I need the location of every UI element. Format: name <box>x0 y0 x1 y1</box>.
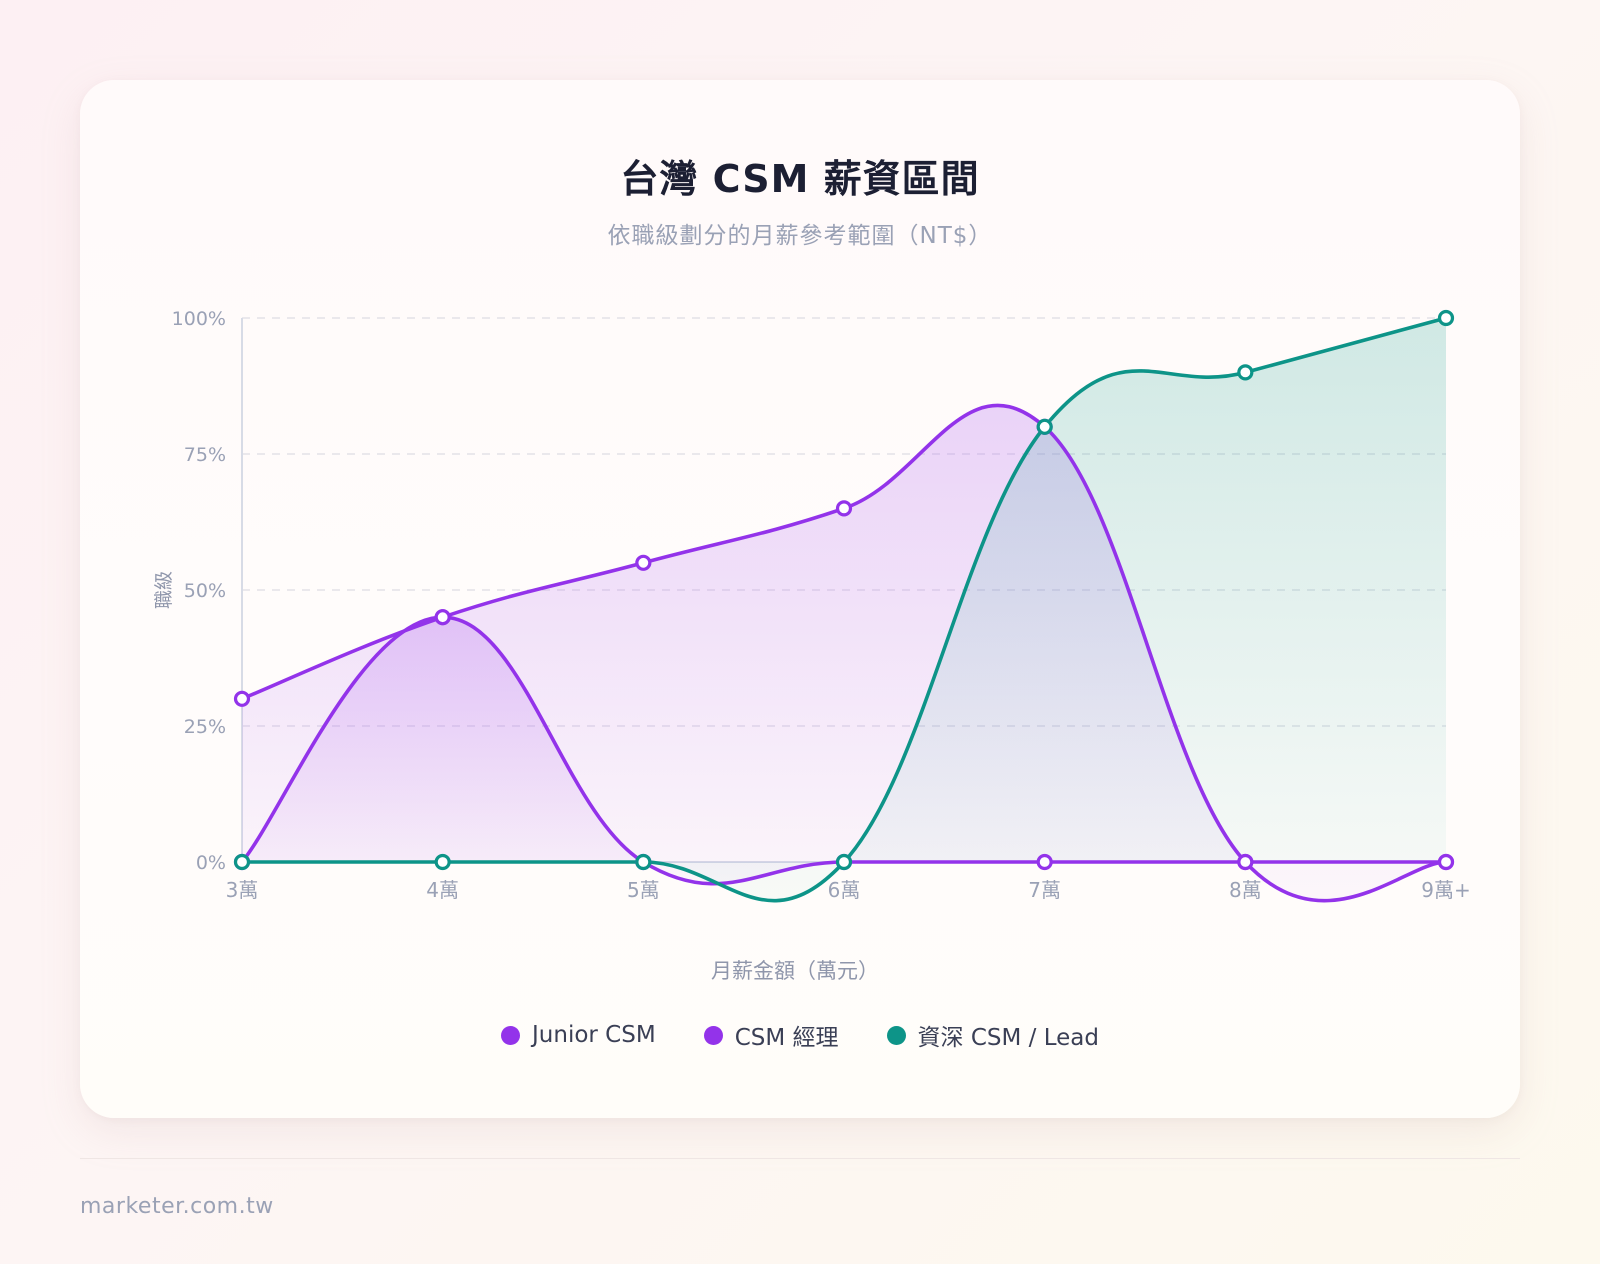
legend-label-manager: CSM 經理 <box>734 1025 839 1051</box>
series-area-2 <box>242 318 1446 901</box>
legend-dot-senior <box>886 1025 906 1045</box>
y-tick-label: 100% <box>172 308 226 330</box>
data-point-2-3[interactable] <box>835 853 853 871</box>
x-tick-label: 4萬 <box>426 878 459 902</box>
series-areas <box>242 318 1446 901</box>
legend-item-senior[interactable]: 資深 CSM / Lead <box>886 1018 1099 1052</box>
series-points <box>233 309 1455 871</box>
chart-subtitle: 依職級劃分的月薪參考範圍（NT$） <box>607 223 993 249</box>
data-point-2-1[interactable] <box>434 853 451 871</box>
data-point-2-2[interactable] <box>635 853 652 871</box>
data-point-2-4[interactable] <box>1036 418 1053 435</box>
legend-dot-junior <box>501 1025 521 1045</box>
x-tick-label: 8萬 <box>1229 878 1262 902</box>
legend: Junior CSM CSM 經理 資深 CSM / Lead <box>0 1018 1600 1052</box>
data-point-0-4[interactable] <box>1036 853 1053 871</box>
y-tick-label: 25% <box>184 716 226 738</box>
series-line-2 <box>240 316 1448 903</box>
series-line-0 <box>240 615 1448 886</box>
data-point-0-6[interactable] <box>1437 853 1455 871</box>
y-tick-label: 75% <box>184 444 226 466</box>
data-point-1-3[interactable] <box>835 500 853 517</box>
chart-title: 台灣 CSM 薪資區間 <box>620 157 980 201</box>
legend-item-junior[interactable]: Junior CSM <box>501 1018 656 1052</box>
y-axis-label: 職級 <box>153 571 175 609</box>
legend-label-junior: Junior CSM <box>532 1022 656 1048</box>
x-tick-label: 9萬+ <box>1421 878 1470 902</box>
data-point-1-2[interactable] <box>635 554 652 571</box>
data-point-2-6[interactable] <box>1437 309 1455 327</box>
data-point-0-1[interactable] <box>434 609 451 626</box>
x-tick-label: 6萬 <box>828 878 861 902</box>
x-axis-label: 月薪金額（萬元） <box>711 959 879 983</box>
data-point-2-0[interactable] <box>233 853 251 871</box>
data-point-2-5[interactable] <box>1237 364 1254 381</box>
footer-source: marketer.com.tw <box>80 1194 274 1219</box>
y-tick-label: 0% <box>196 852 226 874</box>
footer-divider <box>80 1158 1520 1159</box>
data-point-0-5[interactable] <box>1237 853 1254 871</box>
x-tick-label: 5萬 <box>627 878 660 902</box>
data-point-1-0[interactable] <box>233 690 251 707</box>
x-tick-label: 3萬 <box>226 878 259 902</box>
series-area-0 <box>242 617 1446 884</box>
tick-labels: 0% 25% 50% 75% 100% 3萬 4萬 5萬 6萬 7萬 8萬 9萬+ <box>172 308 1471 902</box>
legend-dot-manager <box>703 1025 723 1045</box>
x-tick-label: 7萬 <box>1028 878 1061 902</box>
legend-label-senior: 資深 CSM / Lead <box>917 1025 1099 1051</box>
y-tick-label: 50% <box>184 580 226 602</box>
legend-item-manager[interactable]: CSM 經理 <box>703 1018 839 1052</box>
